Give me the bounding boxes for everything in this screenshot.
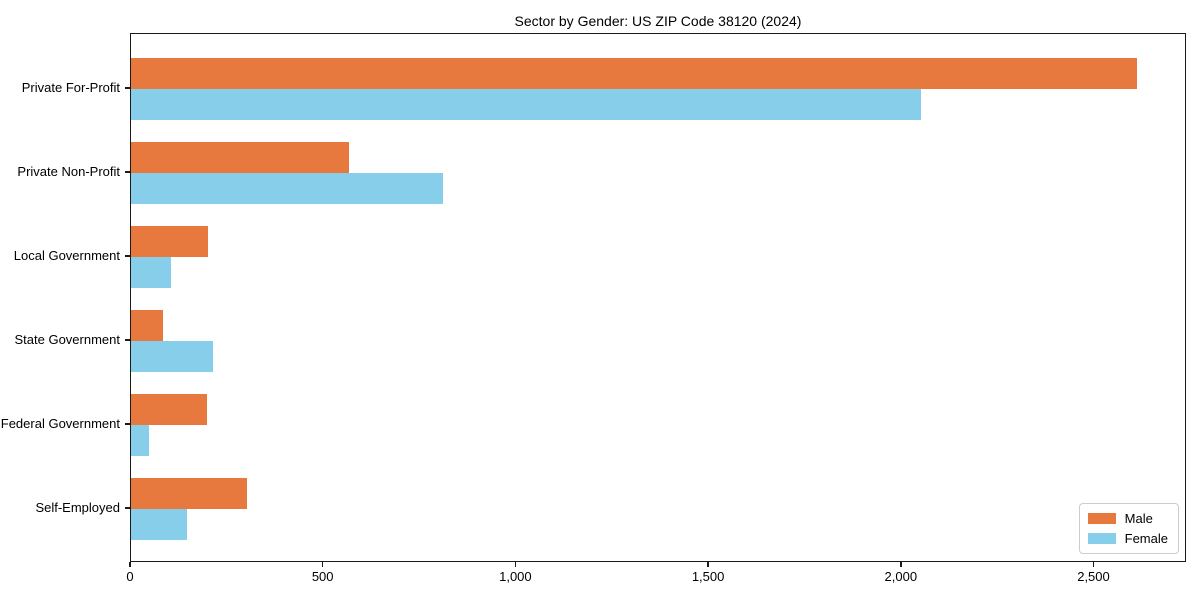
legend-label-female: Female: [1124, 531, 1168, 546]
y-axis-label-state-government: State Government: [14, 332, 121, 347]
bar-male-local-government: [131, 226, 209, 257]
bar-male-state-government: [131, 310, 163, 341]
x-tick-mark: [900, 562, 902, 567]
y-axis-label-self-employed: Self-Employed: [35, 500, 120, 515]
x-tick-label: 2,500: [1077, 569, 1110, 584]
legend: Male Female: [1078, 503, 1179, 554]
y-tick-mark: [125, 339, 130, 341]
x-tick-label: 0: [126, 569, 134, 584]
y-axis-label-federal-government: Federal Government: [0, 416, 120, 431]
x-tick-mark: [514, 562, 517, 567]
bar-female-federal-government: [131, 425, 150, 456]
x-tick-mark: [129, 562, 131, 567]
bar-female-self-employed: [131, 509, 187, 540]
y-tick-mark: [125, 423, 130, 425]
y-axis-label-private-for-profit: Private For-Profit: [21, 80, 120, 95]
legend-label-male: Male: [1124, 511, 1153, 526]
x-tick-label: 1,500: [691, 569, 725, 584]
bar-male-self-employed: [131, 478, 248, 509]
legend-swatch-female: [1087, 533, 1116, 544]
y-axis-label-private-non-profit: Private Non-Profit: [17, 164, 120, 179]
legend-entry-male: Male: [1087, 511, 1168, 526]
chart-title: Sector by Gender: US ZIP Code 38120 (202…: [514, 13, 802, 29]
bar-female-private-non-profit: [131, 173, 444, 204]
x-tick-label: 2,000: [884, 569, 918, 584]
bar-female-local-government: [131, 257, 171, 288]
x-tick-mark: [321, 562, 324, 567]
plot-area: [130, 33, 1186, 562]
y-tick-mark: [125, 87, 130, 89]
bar-female-private-for-profit: [131, 89, 922, 120]
x-tick-mark: [1092, 562, 1095, 567]
bar-male-private-for-profit: [131, 58, 1137, 89]
x-tick-label: 1,000: [499, 569, 532, 584]
bar-male-private-non-profit: [131, 142, 349, 173]
x-tick-mark: [707, 562, 709, 567]
x-tick-label: 500: [311, 569, 334, 584]
y-tick-mark: [125, 255, 130, 257]
y-tick-mark: [125, 507, 130, 509]
legend-swatch-male: [1087, 513, 1116, 524]
bar-male-federal-government: [131, 394, 207, 425]
y-axis-label-local-government: Local Government: [13, 248, 120, 263]
y-tick-mark: [125, 171, 130, 173]
legend-entry-female: Female: [1087, 531, 1168, 546]
bar-female-state-government: [131, 341, 213, 372]
